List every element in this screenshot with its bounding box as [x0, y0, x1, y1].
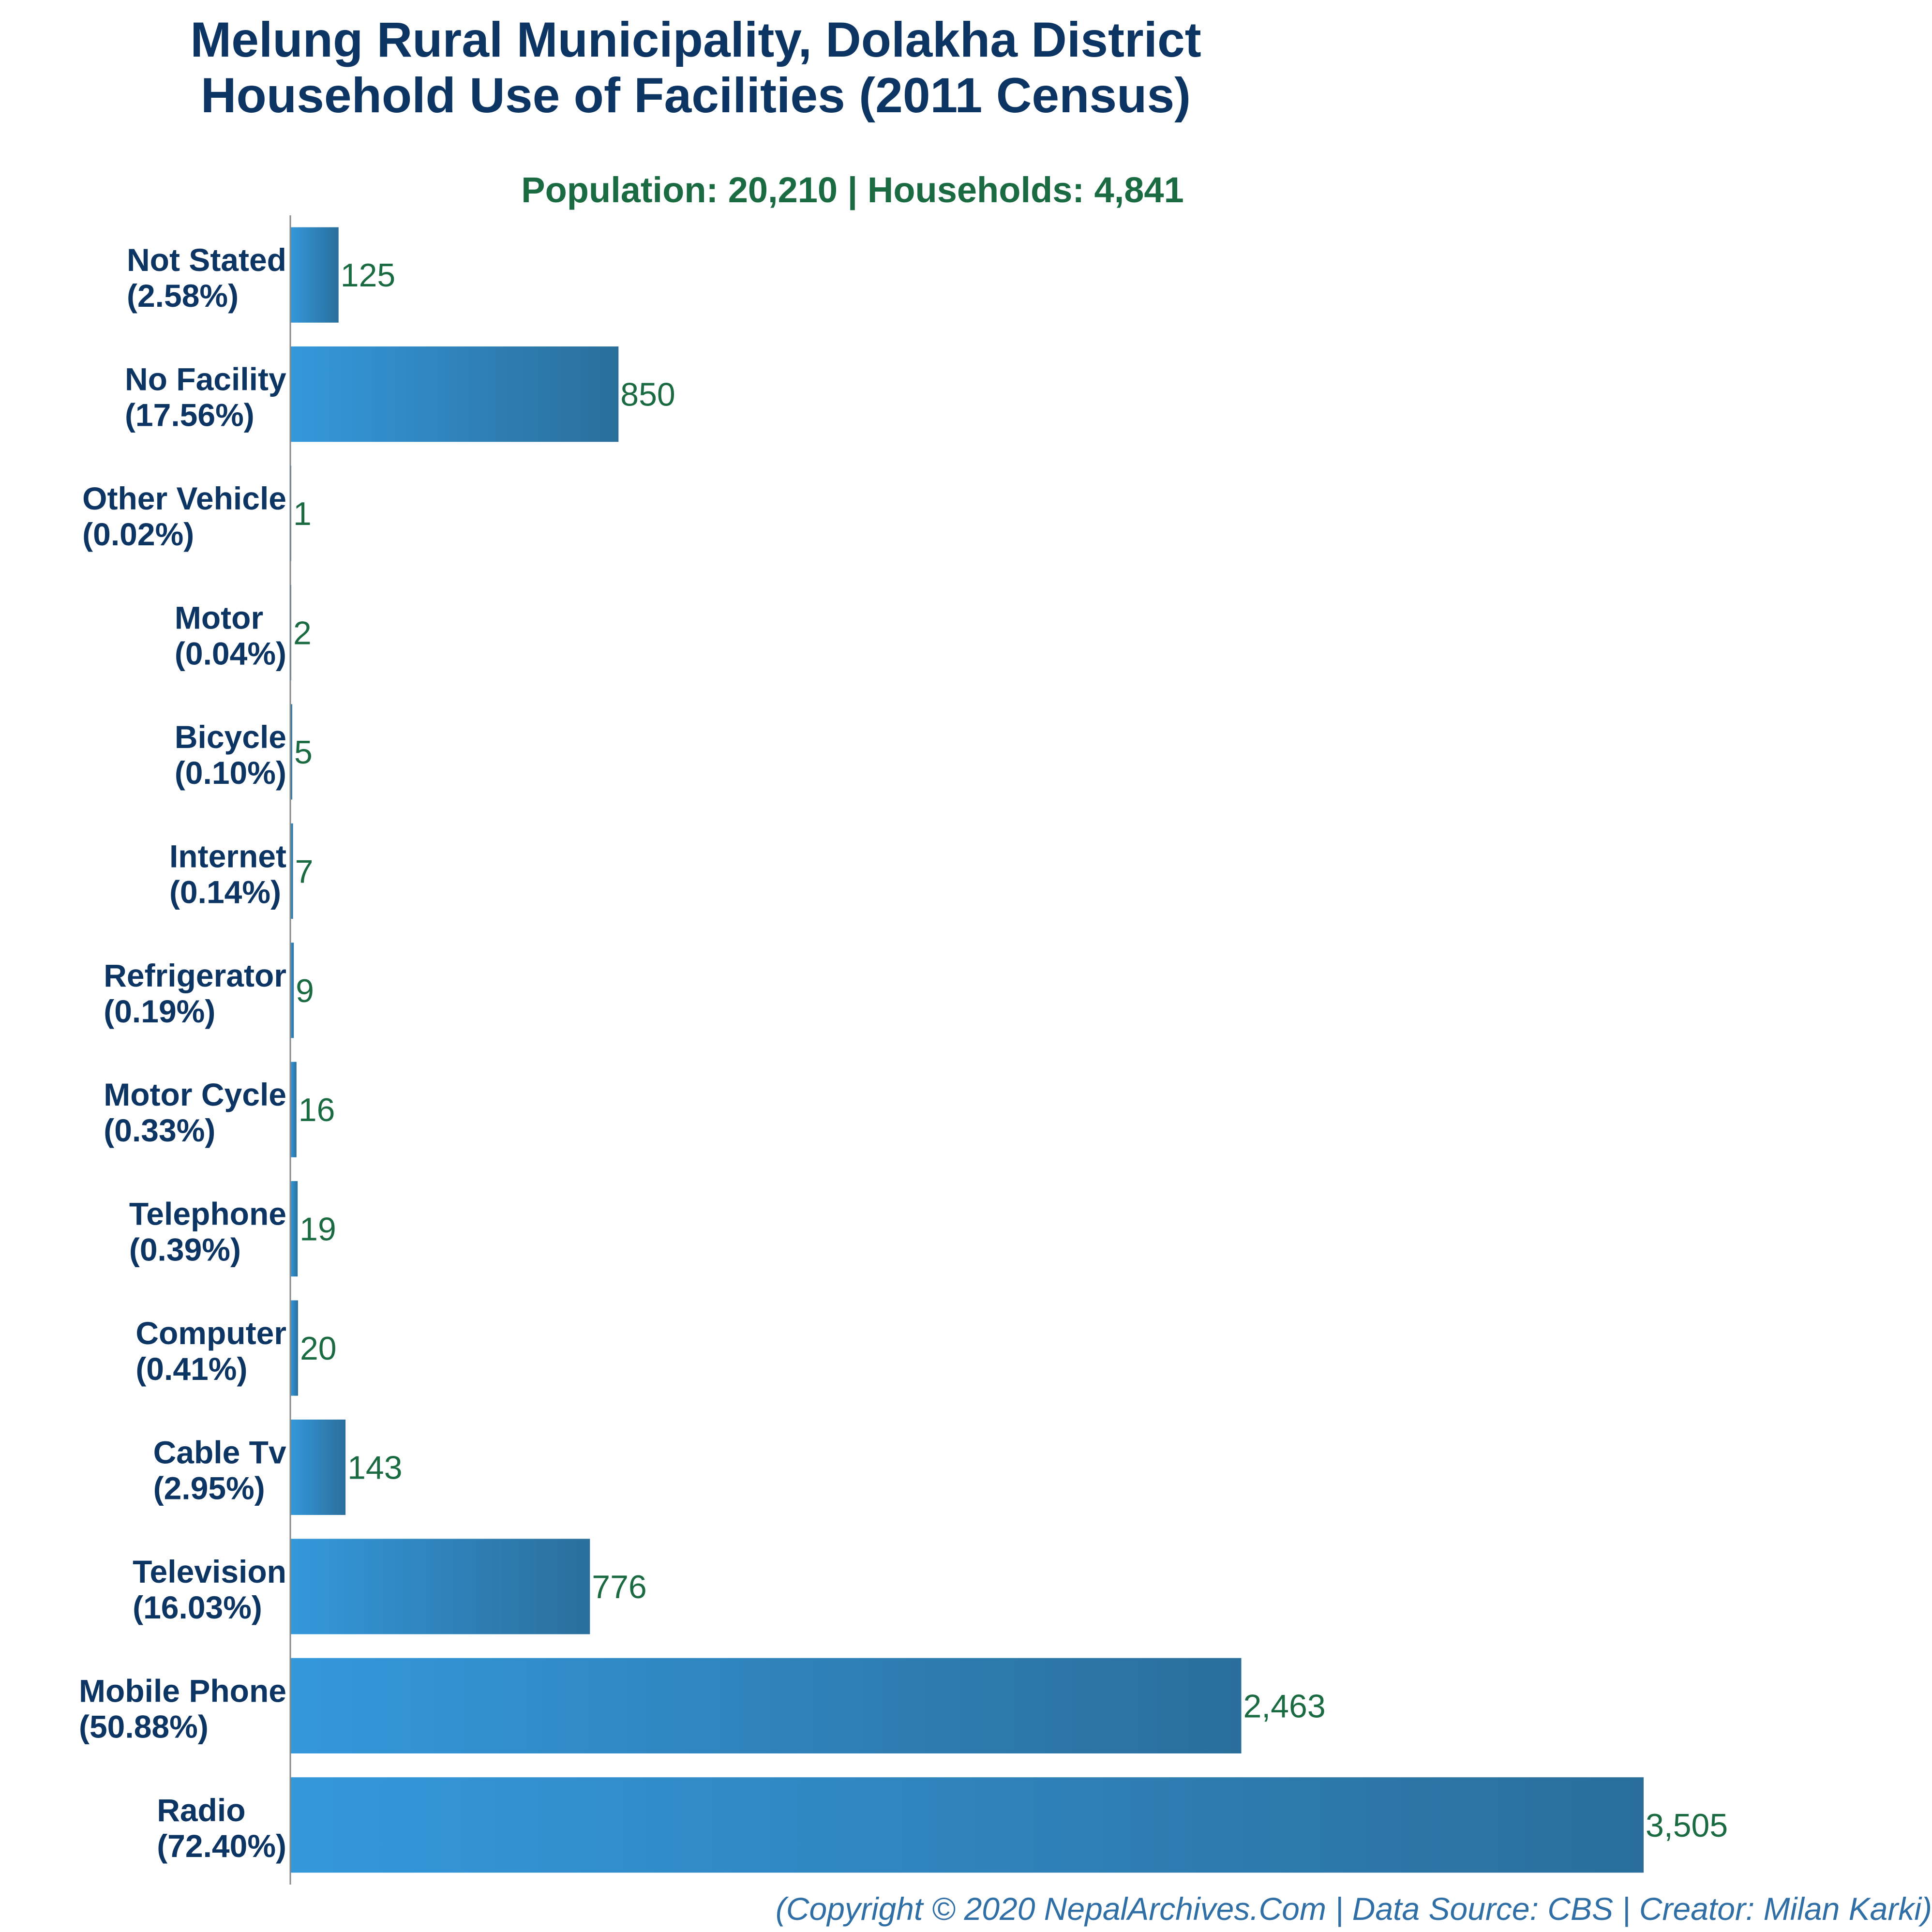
value-label-not-stated: 125: [341, 257, 395, 294]
category-label-cable-tv: Cable Tv (2.95%): [153, 1435, 286, 1506]
category-labels-group: Not Stated (2.58%) No Facility (17.56%) Othe…: [79, 242, 286, 1864]
bar-telephone: [290, 1181, 298, 1277]
bars-group: [290, 227, 1644, 1873]
value-label-mobile-phone: 2,463: [1243, 1688, 1325, 1724]
bar-television: [290, 1539, 590, 1634]
category-label-television: Television (16.03%): [133, 1554, 286, 1625]
bar-not-stated: [290, 227, 339, 323]
footer-credit: (Copyright © 2020 NepalArchives.Com | Da…: [776, 1891, 1932, 1928]
category-label-not-stated: Not Stated (2.58%): [127, 242, 286, 314]
value-label-telephone: 19: [300, 1211, 336, 1248]
category-label-computer: Computer (0.41%): [135, 1315, 286, 1387]
category-label-motor-cycle: Motor Cycle (0.33%): [104, 1077, 286, 1148]
bar-refrigerator: [290, 943, 294, 1038]
category-label-bicycle: Bicycle (0.10%): [175, 719, 286, 791]
category-label-internet: Internet (0.14%): [169, 838, 286, 910]
value-label-television: 776: [592, 1569, 646, 1605]
category-label-radio: Radio (72.40%): [157, 1792, 286, 1864]
value-label-no-facility: 850: [620, 376, 675, 413]
value-label-internet: 7: [295, 853, 314, 890]
category-label-mobile-phone: Mobile Phone (50.88%): [79, 1673, 286, 1744]
value-label-radio: 3,505: [1646, 1807, 1728, 1844]
bar-motor-cycle: [290, 1062, 297, 1157]
value-label-motor: 2: [293, 615, 312, 652]
value-label-cable-tv: 143: [347, 1450, 402, 1486]
category-label-refrigerator: Refrigerator (0.19%): [104, 958, 286, 1029]
bar-computer: [290, 1300, 298, 1396]
category-label-motor: Motor (0.04%): [175, 600, 286, 672]
value-label-other-vehicle: 1: [293, 495, 312, 532]
chart-title-line-2: Household Use of Facilities (2011 Census…: [201, 68, 1191, 123]
value-label-bicycle: 5: [294, 734, 313, 771]
category-label-no-facility: No Facility (17.56%): [125, 361, 286, 433]
bar-mobile-phone: [290, 1658, 1242, 1753]
value-label-refrigerator: 9: [296, 973, 314, 1009]
bar-no-facility: [290, 346, 619, 442]
category-label-other-vehicle: Other Vehicle (0.02%): [82, 480, 286, 552]
value-label-computer: 20: [300, 1330, 337, 1367]
chart-subtitle: Population: 20,210 | Households: 4,841: [521, 170, 1184, 210]
category-label-telephone: Telephone (0.39%): [129, 1196, 286, 1268]
value-label-motor-cycle: 16: [299, 1092, 335, 1128]
bar-radio: [290, 1777, 1644, 1873]
bar-cable-tv: [290, 1419, 346, 1515]
chart-title-line-1: Melung Rural Municipality, Dolakha Distr…: [190, 12, 1201, 67]
bar-bicycle: [290, 704, 292, 800]
bar-internet: [290, 823, 293, 919]
